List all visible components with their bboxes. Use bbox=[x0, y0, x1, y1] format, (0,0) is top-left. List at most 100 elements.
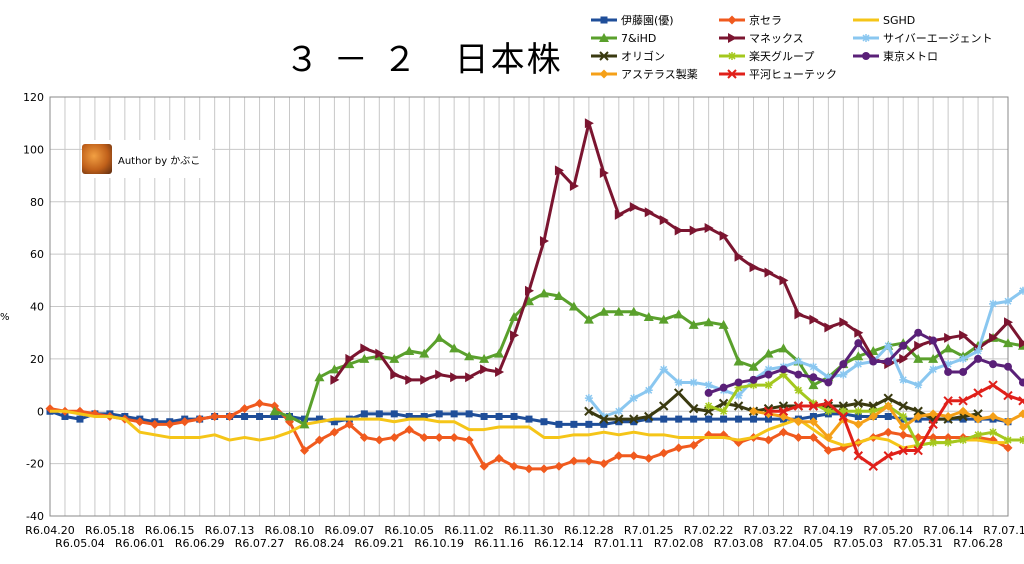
data-point bbox=[928, 409, 938, 419]
legend-swatch bbox=[853, 52, 879, 60]
data-point bbox=[793, 401, 804, 411]
data-point bbox=[899, 341, 908, 350]
data-point bbox=[705, 415, 713, 423]
data-point bbox=[464, 351, 475, 361]
data-point bbox=[704, 222, 714, 233]
legend-swatch-marker bbox=[727, 15, 737, 25]
legend-label: オリゴン bbox=[621, 50, 665, 63]
legend-swatch-marker bbox=[599, 51, 609, 61]
data-point bbox=[689, 378, 698, 387]
author-label: Author by かぶこ bbox=[118, 155, 201, 167]
data-point bbox=[270, 401, 280, 411]
data-point bbox=[824, 373, 833, 382]
x-tick-label: R7.03.22 bbox=[744, 524, 794, 537]
data-point bbox=[390, 410, 398, 418]
data-point bbox=[1003, 443, 1013, 453]
data-point bbox=[615, 418, 623, 426]
data-point bbox=[958, 406, 968, 416]
data-point bbox=[600, 420, 608, 428]
legend-label: 東京メトロ bbox=[883, 50, 938, 63]
data-point bbox=[839, 407, 848, 416]
data-point bbox=[525, 415, 533, 423]
data-point bbox=[718, 319, 729, 329]
data-point bbox=[929, 365, 938, 374]
x-tick-label: R6.10.05 bbox=[384, 524, 434, 537]
data-point bbox=[913, 406, 923, 416]
y-tick-label: 80 bbox=[30, 196, 44, 209]
data-point bbox=[659, 215, 669, 226]
data-point bbox=[809, 362, 818, 371]
data-point bbox=[299, 419, 310, 429]
data-point bbox=[929, 438, 938, 447]
legend-label: 楽天グループ bbox=[749, 50, 815, 63]
data-point bbox=[764, 370, 773, 379]
data-point bbox=[704, 388, 713, 397]
x-tick-label: R7.04.05 bbox=[774, 537, 824, 550]
data-point bbox=[868, 411, 878, 421]
data-point bbox=[988, 380, 998, 390]
chart-series bbox=[45, 118, 1024, 474]
x-tick-label: R6.10.19 bbox=[414, 537, 464, 550]
data-point bbox=[944, 438, 953, 447]
data-point bbox=[240, 404, 250, 414]
data-point bbox=[973, 414, 983, 424]
data-point bbox=[914, 340, 924, 351]
legend-label: 7&iHD bbox=[621, 31, 657, 45]
data-point bbox=[449, 432, 459, 442]
data-point bbox=[1003, 390, 1013, 401]
data-point bbox=[749, 375, 758, 384]
legend-swatch bbox=[591, 33, 617, 42]
data-point bbox=[570, 420, 578, 428]
data-point bbox=[599, 414, 609, 424]
data-point bbox=[629, 394, 638, 403]
data-point bbox=[688, 319, 699, 329]
data-point bbox=[764, 365, 773, 374]
data-point bbox=[389, 353, 400, 363]
data-point bbox=[989, 428, 998, 437]
data-point bbox=[853, 398, 864, 409]
legend-swatch bbox=[853, 34, 879, 42]
legend-item: アステラス製薬 bbox=[590, 66, 698, 82]
data-point bbox=[644, 386, 653, 395]
data-point bbox=[883, 451, 893, 461]
data-point bbox=[853, 451, 864, 461]
data-point bbox=[749, 262, 759, 273]
y-tick-label: 20 bbox=[30, 353, 44, 366]
x-tick-label: R6.09.21 bbox=[354, 537, 404, 550]
data-point bbox=[959, 367, 968, 376]
data-point bbox=[510, 330, 520, 341]
series-10 bbox=[763, 380, 1024, 471]
data-point bbox=[645, 415, 653, 423]
data-point bbox=[449, 343, 460, 353]
data-point bbox=[974, 347, 983, 356]
data-point bbox=[958, 396, 968, 406]
data-point bbox=[899, 375, 908, 384]
legend-swatch-marker bbox=[727, 69, 737, 79]
data-point bbox=[1018, 286, 1024, 295]
data-point bbox=[704, 402, 713, 411]
data-point bbox=[405, 374, 415, 385]
data-point bbox=[914, 328, 923, 337]
data-point bbox=[314, 372, 325, 382]
data-point bbox=[195, 414, 205, 424]
data-point bbox=[839, 370, 848, 379]
data-point bbox=[778, 427, 788, 437]
data-point bbox=[599, 412, 608, 421]
data-point bbox=[644, 207, 654, 218]
data-point bbox=[554, 165, 564, 176]
data-point bbox=[630, 418, 638, 426]
data-point bbox=[749, 381, 758, 390]
data-point bbox=[854, 407, 863, 416]
data-point bbox=[989, 332, 999, 343]
data-point bbox=[674, 225, 684, 236]
data-point bbox=[1004, 317, 1013, 328]
data-point bbox=[989, 299, 998, 308]
legend-item: 楽天グループ bbox=[718, 48, 814, 64]
data-point bbox=[344, 359, 355, 369]
legend-swatch-marker bbox=[599, 69, 609, 79]
data-point bbox=[793, 417, 803, 427]
data-point bbox=[794, 370, 803, 379]
data-point bbox=[868, 461, 878, 471]
data-point bbox=[735, 415, 743, 423]
data-point bbox=[823, 432, 833, 442]
